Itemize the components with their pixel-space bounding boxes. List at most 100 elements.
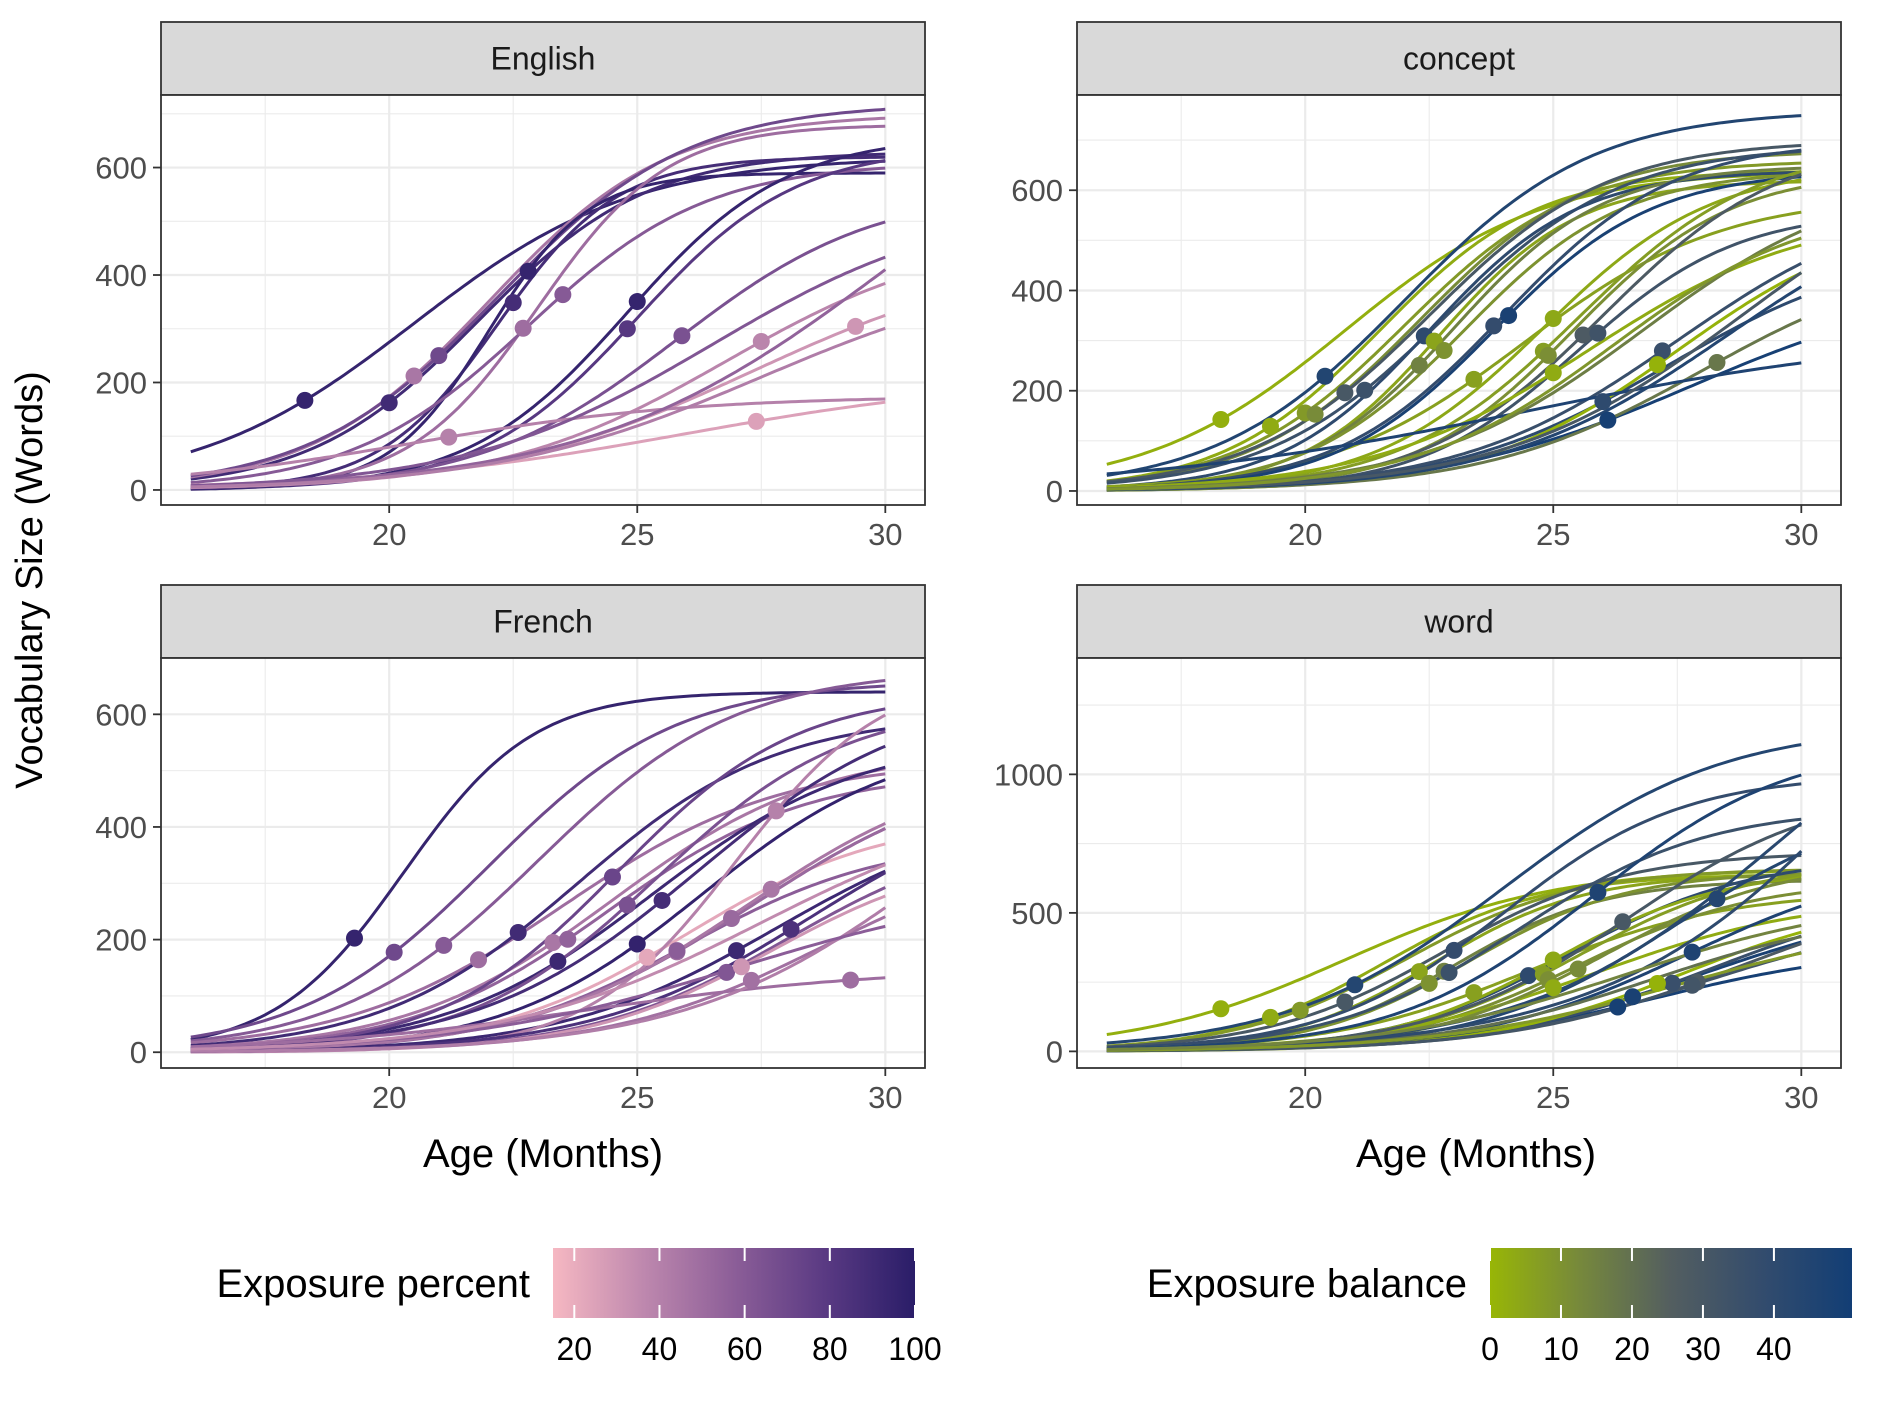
panel-french: French 20 25 30 0 200 400 600 [95,584,926,1115]
series-line [1106,243,1802,490]
data-point [509,923,527,941]
data-point [1420,974,1438,992]
series-line [190,906,887,1053]
data-point [668,942,686,960]
panel-concept: concept 20 25 30 0 200 400 600 [1011,21,1842,552]
data-point [554,286,572,304]
data-point [638,948,656,966]
x-tick-label: 20 [372,517,406,552]
panel-word: word 20 25 30 0 500 1000 [994,584,1842,1115]
series-line [1106,149,1802,485]
colorbar-tick-label: 40 [642,1331,678,1367]
series-line [190,679,886,1043]
data-point [723,910,741,928]
data-point [544,933,562,951]
x-axis: 20 25 30 [1288,505,1819,552]
data-point [1435,342,1453,360]
data-point [742,971,760,989]
y-tick-label: 600 [95,697,147,732]
data-point [1544,364,1562,382]
y-tick-label: 400 [95,258,147,293]
series-line [190,772,886,1045]
y-axis-title: Vocabulary Size (Words) [9,371,51,788]
y-axis: 0 500 1000 [994,757,1077,1069]
data-point [1346,976,1364,994]
data-point [1574,326,1592,344]
y-tick-label: 400 [95,810,147,845]
observation-points [1212,307,1726,435]
facet-strip-label: word [1423,604,1493,640]
data-point [1544,309,1562,327]
data-point [1653,342,1671,360]
y-tick-label: 600 [95,151,147,186]
x-tick-label: 30 [1784,1080,1818,1115]
y-tick-label: 200 [1011,374,1063,409]
data-point [1624,988,1642,1006]
data-point [718,963,736,981]
y-tick-label: 0 [1046,474,1063,509]
colorbar [553,1248,915,1318]
data-point [559,930,577,948]
colorbar-tick-label: 20 [556,1331,592,1367]
data-point [1410,356,1428,374]
series-line [190,767,886,1049]
series-line [190,976,886,1049]
legend-title: Exposure percent [216,1262,530,1306]
growth-curves [1106,743,1803,1053]
y-tick-label: 500 [1011,896,1063,931]
colorbar-tick-label: 0 [1481,1331,1499,1367]
series-line [190,690,886,1041]
facet-strip [1076,584,1842,659]
y-axis: 0 200 400 600 [1011,173,1077,509]
panel-english: English 20 25 30 0 200 400 600 [95,21,926,552]
colorbar-tick-label: 10 [1543,1331,1579,1367]
data-point [782,920,800,938]
data-point [1261,1008,1279,1026]
y-tick-label: 400 [1011,273,1063,308]
series-line [1106,236,1802,491]
observation-points [345,802,860,989]
series-line [1106,144,1802,484]
data-point [1445,941,1463,959]
data-point [1663,974,1681,992]
y-tick-label: 0 [130,1035,147,1070]
data-point [380,394,398,412]
series-line [190,255,886,488]
data-point [514,319,532,337]
data-point [618,320,636,338]
data-point [847,317,865,335]
x-axis-title-right: Age (Months) [1356,1132,1596,1176]
data-point [603,868,621,886]
data-point [1440,963,1458,981]
data-point [345,929,363,947]
observation-points [1212,883,1726,1026]
panel-border [1076,94,1842,506]
series-line [190,166,886,485]
data-point [628,935,646,953]
series-line [1106,868,1802,1048]
data-point [435,936,453,954]
y-tick-label: 600 [1011,173,1063,208]
x-tick-label: 30 [1784,517,1818,552]
x-tick-label: 25 [620,517,654,552]
growth-curves [190,679,887,1054]
series-line [190,155,886,490]
data-point [1356,381,1374,399]
series-line [1106,148,1802,490]
data-point [1708,890,1726,908]
x-tick-label: 30 [868,517,902,552]
colorbar-tick-label: 100 [888,1331,941,1367]
data-point [385,943,403,961]
data-point [1336,384,1354,402]
data-point [1519,967,1537,985]
series-line [190,863,886,1051]
data-point [1544,951,1562,969]
series-line [190,727,886,1047]
data-point [618,896,636,914]
x-axis-title-left: Age (Months) [423,1132,663,1176]
data-point [653,891,671,909]
series-line [1106,114,1802,477]
panel-border [160,94,926,506]
data-point [430,347,448,365]
facet-strip-label: concept [1403,41,1515,77]
